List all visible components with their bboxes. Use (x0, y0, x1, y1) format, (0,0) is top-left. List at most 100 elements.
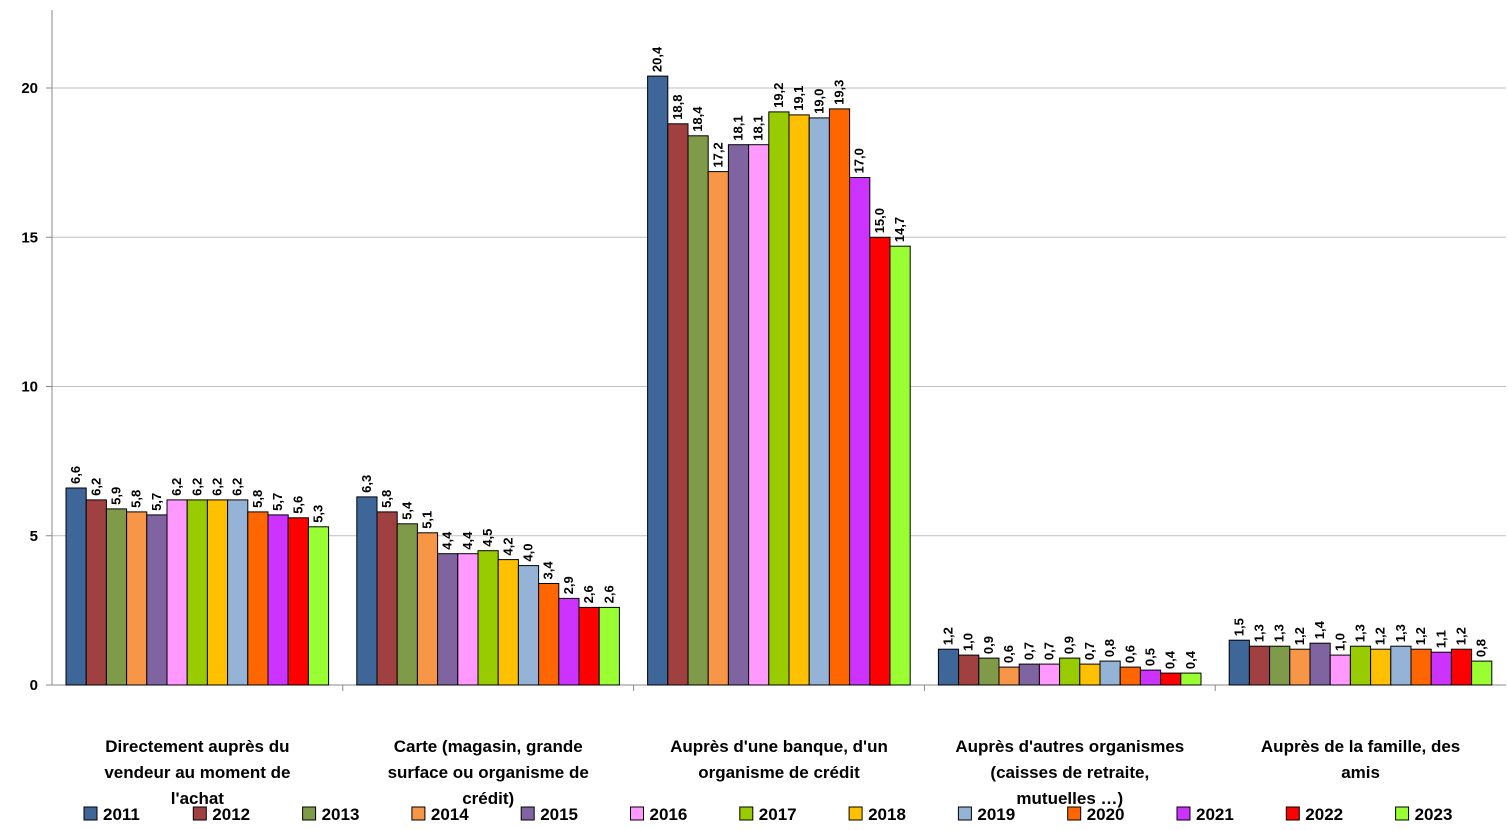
category-label-line: (caisses de retraite, (990, 763, 1149, 782)
data-label: 4,0 (521, 544, 536, 562)
data-label: 20,4 (650, 46, 665, 72)
data-label: 6,3 (359, 475, 374, 493)
bar-2019 (808, 117, 830, 686)
legend-label: 2017 (759, 805, 797, 824)
bar-2012 (667, 123, 689, 686)
bar-2012 (958, 654, 980, 686)
y-tick-label: 20 (21, 80, 38, 97)
data-label: 2,6 (581, 585, 596, 603)
bar-2018 (788, 114, 810, 686)
bar-2019 (1099, 660, 1121, 686)
data-label: 1,2 (1413, 627, 1428, 645)
y-tick-label: 10 (21, 379, 38, 396)
data-label: 6,2 (189, 478, 204, 496)
data-label: 18,1 (731, 115, 746, 140)
legend-label: 2021 (1196, 805, 1234, 824)
legend-swatch (83, 806, 98, 821)
data-label: 15,0 (872, 208, 887, 233)
bar-2013 (1269, 645, 1291, 686)
legend-swatch (411, 806, 426, 821)
legend-label: 2018 (868, 805, 906, 824)
bar-2013 (105, 508, 128, 686)
bar-2019 (517, 565, 540, 686)
data-label: 1,5 (1231, 618, 1246, 636)
category-label-line: crédit) (462, 789, 514, 808)
legend: 2011 2012 2013 2014 2015 2016 2017 2018 2019 2020… (83, 805, 1452, 824)
data-label: 2,6 (601, 585, 616, 603)
data-label: 1,2 (1454, 627, 1469, 645)
bar-2014 (998, 666, 1020, 686)
data-label: 6,2 (88, 478, 103, 496)
category-label-line: vendeur au moment de (104, 763, 290, 782)
y-tick-label: 0 (30, 677, 38, 694)
bar-2011 (937, 648, 960, 686)
legend-label: 2016 (650, 805, 688, 824)
bar-2014 (707, 171, 729, 686)
data-label: 19,3 (832, 80, 847, 105)
data-label: 19,0 (811, 89, 826, 114)
data-label: 0,6 (1001, 645, 1016, 663)
bar-2023 (1180, 672, 1202, 686)
data-label: 5,4 (399, 501, 414, 520)
category-label-line: Directement auprès du (105, 737, 289, 756)
category-label: Directement auprès du vendeur au moment d… (104, 737, 290, 808)
bar-2016 (1329, 654, 1351, 686)
data-label: 1,0 (961, 633, 976, 651)
data-label: 17,2 (710, 142, 725, 167)
data-label: 5,8 (250, 490, 265, 508)
y-tick-label: 15 (21, 229, 38, 246)
bar-2017 (768, 111, 790, 686)
bar-2023 (1471, 660, 1493, 686)
data-label: 1,0 (1332, 633, 1347, 651)
bar-2022 (869, 236, 891, 686)
bar-2016 (1038, 663, 1061, 686)
category-label-line: mutuelles …) (1016, 789, 1123, 808)
bar-2020 (1119, 666, 1141, 686)
category-label-line: organisme de crédit (698, 763, 860, 782)
bar-2015 (146, 514, 168, 686)
data-label: 5,7 (270, 493, 285, 511)
data-label: 4,5 (480, 529, 495, 547)
bar-2020 (1410, 648, 1432, 686)
data-label: 18,1 (751, 115, 766, 140)
bar-2017 (1059, 657, 1081, 686)
legend-swatch (1285, 806, 1300, 821)
data-label: 0,9 (981, 636, 996, 654)
data-label: 0,4 (1163, 650, 1178, 669)
data-label: 1,2 (1373, 627, 1388, 645)
bar-2012 (1248, 645, 1271, 686)
data-labels: 6,6 6,2 5,9 5,8 5,7 6,2 6,2 6,2 6,2 5,8 5,7 5,6 5,3 6… (68, 46, 1489, 669)
bar-2021 (849, 177, 871, 686)
bar-2021 (267, 514, 289, 686)
bar-2023 (307, 526, 330, 686)
data-label: 6,2 (210, 478, 225, 496)
data-label: 19,2 (771, 83, 786, 108)
data-label: 1,3 (1272, 624, 1287, 642)
data-label: 1,3 (1353, 624, 1368, 642)
bar-2020 (247, 511, 269, 686)
data-label: 19,1 (791, 86, 806, 111)
data-label: 0,7 (1021, 642, 1036, 660)
bar-2017 (477, 550, 499, 686)
legend-swatch (739, 806, 754, 821)
bar-2011 (65, 487, 87, 686)
data-label: 0,5 (1143, 648, 1158, 666)
data-label: 1,4 (1312, 620, 1327, 639)
data-label: 0,7 (1042, 642, 1057, 660)
bar-2011 (647, 75, 669, 686)
bar-2023 (889, 245, 911, 686)
data-label: 18,4 (690, 106, 705, 132)
legend-swatch (630, 806, 644, 821)
data-label: 5,1 (420, 511, 435, 529)
legend-swatch (1395, 806, 1410, 821)
bar-2018 (1370, 648, 1392, 686)
bar-2019 (1390, 645, 1412, 686)
bar-2016 (166, 499, 188, 686)
data-label: 4,4 (460, 531, 475, 550)
data-label: 5,9 (109, 487, 124, 505)
data-label: 6,2 (230, 478, 245, 496)
bar-2013 (687, 135, 709, 686)
data-label: 18,8 (670, 94, 685, 119)
legend-label: 2014 (431, 805, 469, 824)
legend-label: 2020 (1087, 805, 1125, 824)
